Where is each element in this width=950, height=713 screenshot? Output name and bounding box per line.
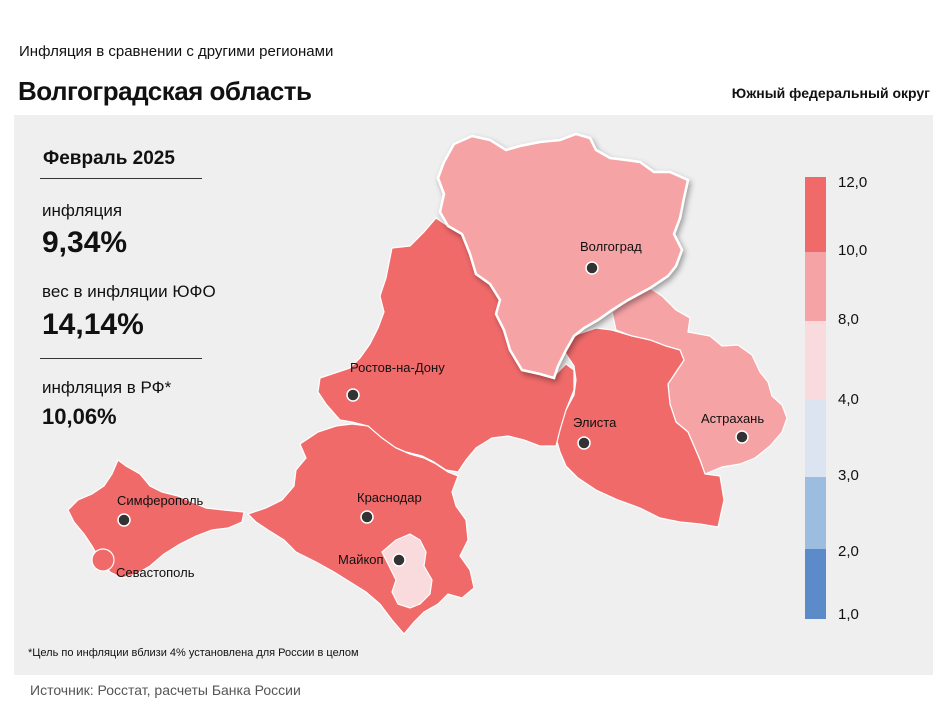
legend-band-4-8 (805, 321, 826, 400)
footnote: *Цель по инфляции вблизи 4% установлена … (28, 647, 359, 659)
legend-band-10-12 (805, 177, 826, 252)
region-crimea (67, 459, 245, 579)
inflation-value: 9,34% (42, 226, 128, 259)
city-dot-krasnodar (360, 510, 374, 524)
source-note: Источник: Росстат, расчеты Банка России (30, 682, 301, 698)
city-label-krasnodar: Краснодар (357, 490, 422, 505)
region-sevastopol (91, 548, 115, 572)
legend-tick: 8,0 (838, 311, 859, 328)
region-volgograd (436, 132, 690, 380)
weight-label: вес в инфляции ЮФО (42, 282, 216, 301)
legend-tick: 12,0 (838, 174, 868, 191)
city-label-sevastopol: Севастополь (116, 565, 195, 580)
region-adygea (381, 533, 433, 609)
inflation-label: инфляция (42, 201, 123, 220)
subtitle: Инфляция в сравнении с другими регионами (19, 43, 334, 60)
legend-tick: 4,0 (838, 391, 859, 408)
divider (40, 178, 202, 179)
legend-band-2-3 (805, 477, 826, 549)
city-label-simferopol: Симферополь (117, 493, 204, 508)
city-dot-rostov (346, 388, 360, 402)
city-label-volgograd: Волгоград (580, 239, 642, 254)
city-dot-simferopol (117, 513, 131, 527)
legend-tick: 10,0 (838, 242, 868, 259)
city-label-rostov: Ростов-на-Дону (350, 360, 445, 375)
city-label-astrakhan: Астрахань (701, 411, 764, 426)
legend-band-1-2 (805, 549, 826, 619)
period-label: Февраль 2025 (43, 148, 175, 169)
page-title: Волгоградская область (18, 76, 312, 106)
legend-band-8-10 (805, 252, 826, 321)
city-dot-volgograd (585, 261, 599, 275)
rf-inflation-value: 10,06% (42, 404, 117, 429)
city-dot-maykop (392, 553, 406, 567)
divider (40, 358, 202, 359)
federal-district-label: Южный федеральный округ (731, 85, 930, 101)
legend-tick: 3,0 (838, 467, 859, 484)
rf-inflation-label: инфляция в РФ* (42, 378, 172, 397)
weight-value: 14,14% (42, 308, 144, 341)
legend-tick: 2,0 (838, 543, 859, 560)
city-label-elista: Элиста (573, 415, 617, 430)
city-dot-elista (577, 436, 591, 450)
city-dot-astrakhan (735, 430, 749, 444)
legend-band-3-4 (805, 400, 826, 477)
legend-tick: 1,0 (838, 606, 859, 623)
city-label-maykop: Майкоп (338, 552, 384, 567)
